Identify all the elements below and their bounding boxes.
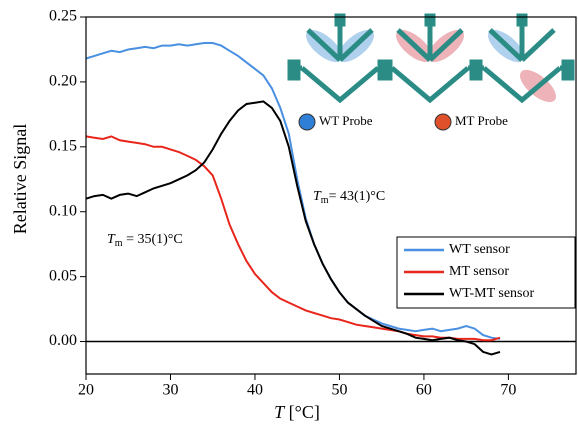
legend-label: MT sensor <box>449 264 509 279</box>
x-axis-symbol: T <box>274 402 286 422</box>
y-axis-label: Relative Signal <box>10 124 30 234</box>
inset-legend-dot <box>298 113 316 131</box>
x-tick-label: 20 <box>78 382 94 399</box>
probe-structure <box>287 13 393 104</box>
x-tick-label: 70 <box>500 382 516 399</box>
y-tick-label: 0.05 <box>49 267 77 284</box>
plot-frame <box>85 16 577 375</box>
annotation-text: = 43(1)°C <box>329 189 386 204</box>
x-tick-label: 40 <box>247 382 263 399</box>
y-tick-label: 0.25 <box>49 8 77 25</box>
inset-legend-dot <box>434 113 452 131</box>
legend: WT sensor MT sensor WT-MT sensor <box>396 236 576 309</box>
x-tick-label: 50 <box>331 382 347 399</box>
legend-label: WT sensor <box>449 242 510 257</box>
annotation-symbol: T <box>107 232 116 247</box>
x-axis-label: T [°C] <box>274 402 320 422</box>
annotation-text: = 35(1)°C <box>123 232 183 247</box>
annotation: Tm= 43(1)°C <box>313 189 385 206</box>
probe-structure <box>377 13 483 104</box>
y-tick-label: 0.00 <box>49 332 77 349</box>
inset-legend-label: WT Probe <box>319 113 373 128</box>
probe-structure <box>469 13 575 104</box>
legend-label: WT-MT sensor <box>449 286 535 301</box>
data-line <box>85 135 501 342</box>
y-tick-label: 0.20 <box>49 73 77 90</box>
annotation-subscript: m <box>321 195 329 206</box>
x-tick-label: 60 <box>416 382 432 399</box>
inset-diagram <box>287 13 575 104</box>
data-line <box>85 100 501 356</box>
inset-legend-label: MT Probe <box>455 113 508 128</box>
annotation-symbol: T <box>313 189 322 204</box>
annotation: Tm = 35(1)°C <box>107 232 183 249</box>
y-tick-label: 0.15 <box>49 137 77 154</box>
x-tick-label: 30 <box>162 382 178 399</box>
y-tick-label: 0.10 <box>49 202 77 219</box>
annotation-subscript: m <box>115 238 123 249</box>
x-axis-unit: [°C] <box>284 402 320 422</box>
data-line <box>85 42 501 340</box>
